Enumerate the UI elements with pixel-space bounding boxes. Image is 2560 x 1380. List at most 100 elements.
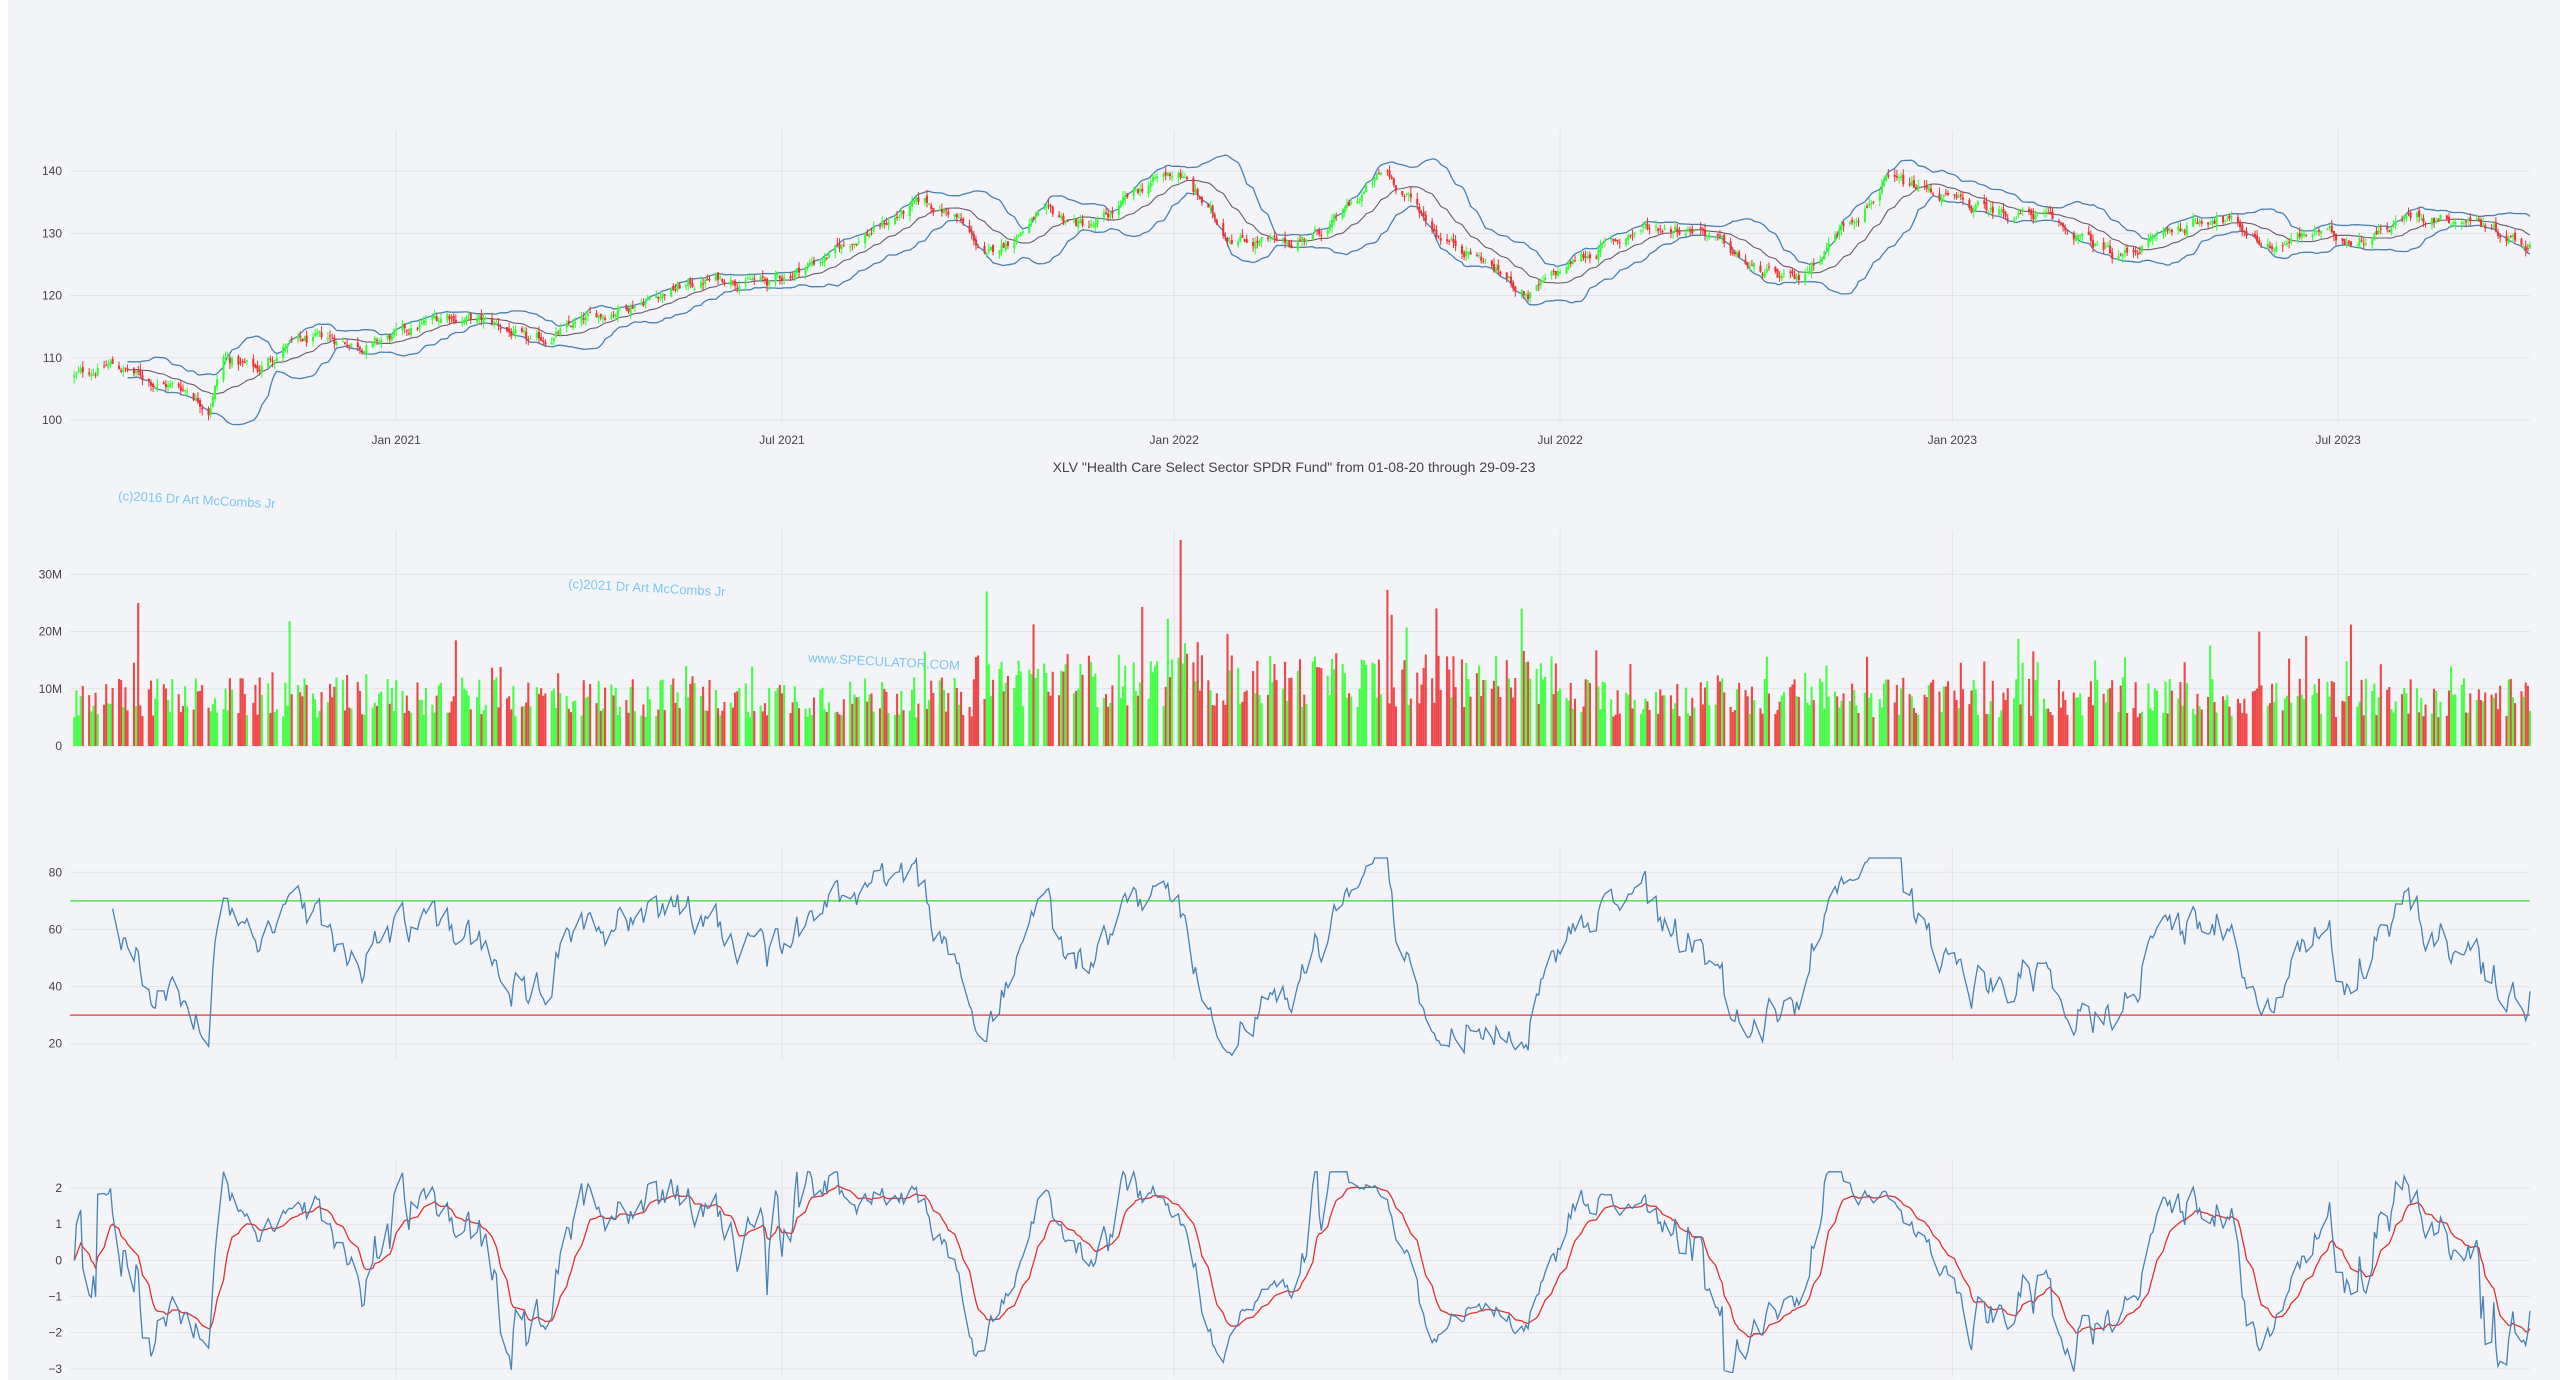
- candle-body: [1659, 228, 1662, 230]
- volume-bar: [1718, 681, 1721, 746]
- volume-bar: [1200, 655, 1203, 746]
- volume-bar: [1448, 669, 1451, 746]
- volume-bar: [968, 706, 971, 746]
- volume-bar: [1823, 708, 1826, 746]
- candle-body: [1358, 198, 1361, 200]
- volume-bar: [1627, 694, 1630, 746]
- volume-bar: [2260, 685, 2263, 746]
- candle-body: [1791, 270, 1794, 274]
- candle-body: [1527, 294, 1530, 300]
- candle-body: [1708, 234, 1711, 238]
- candle-body: [1256, 240, 1259, 243]
- candle-body: [2373, 233, 2376, 240]
- volume-bar: [1765, 656, 1768, 746]
- candle-body: [1614, 239, 1617, 242]
- volume-bar: [2526, 685, 2529, 746]
- candle-body: [371, 342, 374, 348]
- volume-bar: [1365, 664, 1368, 746]
- candle-body: [1793, 274, 1796, 280]
- candle-body: [2469, 217, 2472, 222]
- candle-body: [505, 327, 509, 331]
- candle-body: [1126, 193, 1129, 197]
- candle-body: [2433, 218, 2436, 222]
- price-panel: [73, 154, 2532, 426]
- candle-body: [2185, 225, 2188, 236]
- candle-body: [2460, 222, 2463, 224]
- candle-body: [1750, 264, 1753, 266]
- volume-bar: [868, 694, 871, 746]
- volume-bar: [2392, 712, 2395, 746]
- candle-body: [301, 338, 304, 342]
- volume-bar: [480, 714, 483, 746]
- volume-bar: [804, 708, 807, 746]
- candle-body: [960, 218, 963, 221]
- candle-body: [2109, 245, 2112, 254]
- candle-body: [2064, 227, 2067, 231]
- candle-body: [2051, 211, 2054, 220]
- candle-body: [925, 195, 928, 203]
- volume-bar: [1019, 671, 1022, 746]
- volume-bar: [1409, 698, 1412, 746]
- candle-body: [2192, 218, 2195, 227]
- candle-body: [2430, 218, 2433, 225]
- candle-body: [1241, 234, 1244, 238]
- volume-bar: [2375, 715, 2378, 746]
- candle-body: [237, 356, 240, 365]
- volume-bar: [2452, 694, 2455, 746]
- candle-body: [1885, 175, 1888, 181]
- candle-body: [1049, 205, 1052, 207]
- volume-bar: [2479, 700, 2483, 746]
- candle-body: [633, 306, 636, 309]
- candle-body: [239, 362, 242, 364]
- candle-body: [932, 208, 935, 213]
- volume-bar: [610, 684, 613, 746]
- volume-bar: [1539, 663, 1542, 746]
- candle-body: [1266, 237, 1270, 239]
- candle-body: [1520, 289, 1523, 294]
- candle-body: [1043, 207, 1046, 210]
- volume-bar: [569, 712, 572, 746]
- candle-body: [1275, 237, 1278, 242]
- volume-bar: [2494, 693, 2497, 746]
- volume-bar: [1661, 695, 1664, 746]
- volume-bar: [1923, 694, 1926, 746]
- volume-bar: [838, 714, 841, 746]
- candle-body: [1625, 238, 1628, 245]
- volume-bar: [2271, 683, 2274, 746]
- volume-bar: [627, 712, 630, 746]
- candle-body: [2226, 218, 2229, 220]
- volume-bar: [2320, 713, 2323, 746]
- volume-bar: [437, 685, 440, 746]
- volume-bar: [672, 678, 675, 746]
- candle-body: [122, 368, 125, 372]
- candle-body: [109, 361, 112, 365]
- volume-bar: [1371, 662, 1374, 746]
- volume-bar: [469, 709, 472, 746]
- volume-bar: [497, 707, 500, 746]
- volume-bar: [2298, 678, 2301, 746]
- volume-bar: [1454, 687, 1457, 746]
- candle-body: [512, 331, 515, 335]
- candle-body: [704, 279, 707, 284]
- candle-body: [1226, 237, 1229, 242]
- volume-bar: [230, 689, 234, 746]
- candle-body: [2347, 240, 2350, 244]
- candle-body: [2271, 246, 2274, 250]
- candle-body: [2243, 230, 2246, 233]
- volume-bar: [1614, 714, 1617, 746]
- volume-bar: [1484, 680, 1487, 746]
- candle-body: [314, 333, 317, 337]
- volume-bar: [706, 710, 709, 746]
- candle-body: [2077, 234, 2080, 240]
- volume-bar: [2371, 690, 2374, 746]
- candle-body: [228, 357, 231, 364]
- candle-body: [273, 361, 276, 364]
- candle-body: [1365, 185, 1368, 193]
- candle-body: [186, 391, 189, 393]
- candle-body: [1529, 292, 1532, 299]
- candle-body: [77, 370, 80, 372]
- candle-body: [1136, 189, 1140, 193]
- volume-bar: [1520, 608, 1523, 746]
- volume-bar: [2215, 712, 2218, 746]
- candle-body: [335, 341, 338, 346]
